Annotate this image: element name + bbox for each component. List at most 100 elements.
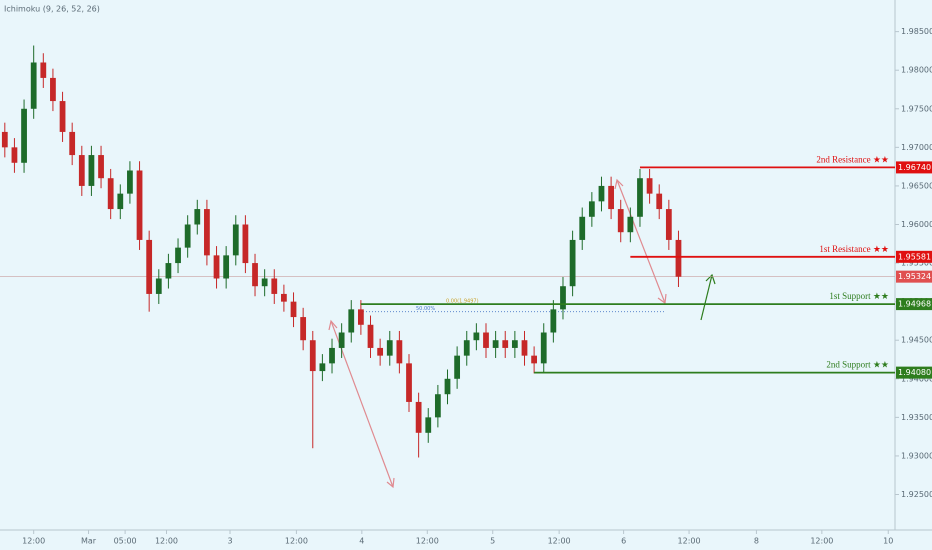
indicator-label: Ichimoku (9, 26, 52, 26) (4, 5, 100, 14)
candle-body (338, 332, 345, 348)
x-tick-label: 05:00 (114, 537, 137, 546)
candle-body (184, 224, 191, 248)
candle-body (261, 278, 268, 287)
candle-body (329, 347, 335, 364)
candle-body (300, 317, 307, 341)
y-tick-label: 1.94000 (901, 374, 932, 383)
current-price-tag (896, 270, 932, 283)
candle-body (232, 224, 239, 256)
candle-body (309, 340, 316, 372)
candle-body (617, 209, 624, 233)
x-tick-label: 12:00 (810, 537, 833, 546)
x-tick-label: 4 (359, 537, 364, 546)
candle-body (627, 216, 634, 233)
candle-body (59, 101, 66, 132)
candle-body (483, 332, 489, 348)
level-price: 1.94968 (898, 300, 931, 309)
candle-body (521, 340, 528, 356)
level-name: 2nd Resistance ★★ (816, 154, 889, 164)
y-tick-label: 1.96500 (901, 181, 932, 190)
candle-body (204, 209, 210, 256)
x-tick-label: 12:00 (548, 537, 571, 546)
x-tick-label: 8 (754, 537, 759, 546)
candle-body (242, 224, 249, 264)
candle-body (454, 355, 461, 379)
projection-arrow (700, 273, 716, 321)
level-tag (896, 161, 932, 174)
level-price: 1.95581 (898, 252, 931, 261)
candle-body (367, 324, 374, 348)
x-tick-label: Mar (81, 537, 97, 546)
candle-body (560, 286, 566, 310)
candle-body (406, 363, 412, 402)
candle-body (155, 278, 162, 294)
candle-body (107, 178, 114, 210)
candle-body (444, 378, 451, 395)
candle-body (502, 340, 509, 348)
candle-body (175, 247, 181, 264)
candle-body (319, 363, 326, 372)
candle-body (646, 178, 653, 194)
x-tick-label: 12:00 (155, 537, 178, 546)
candle-body (588, 201, 595, 217)
candle-body (194, 209, 201, 225)
candle-body (348, 309, 355, 333)
candle-body (98, 155, 104, 179)
y-tick-label: 1.92500 (901, 490, 932, 499)
candle-body (492, 340, 499, 348)
candle-body (252, 263, 258, 287)
candle-body (165, 263, 172, 279)
candle-body (473, 332, 480, 341)
x-tick-label: 3 (227, 537, 232, 546)
level-name: 1st Resistance ★★ (819, 244, 889, 254)
candle-body (213, 255, 220, 279)
y-tick-label: 1.93000 (901, 451, 932, 460)
candle-body (290, 301, 297, 318)
candle-body (50, 77, 56, 102)
y-tick-label: 1.98500 (901, 27, 932, 36)
candle-body (531, 355, 537, 364)
level-price: 1.96740 (898, 163, 931, 172)
candle-body (127, 170, 133, 194)
candle-body (88, 155, 95, 186)
candle-body (386, 340, 393, 356)
y-tick-label: 1.95500 (901, 259, 932, 268)
candle-body (21, 108, 27, 163)
candle-body (598, 185, 605, 202)
level-name: 2nd Support ★★ (826, 360, 889, 370)
candle-body (1, 131, 8, 148)
candle-body (377, 347, 384, 356)
x-tick-label: 6 (621, 537, 626, 546)
candle-body (608, 185, 614, 210)
x-tick-label: 12:00 (678, 537, 701, 546)
y-tick-label: 1.97000 (901, 143, 932, 152)
x-tick-label: 12:00 (416, 537, 439, 546)
candle-body (425, 417, 432, 433)
x-tick-label: 5 (490, 537, 495, 546)
candle-body (511, 340, 518, 348)
candle-body (11, 147, 18, 163)
level-tag (896, 298, 932, 311)
candle-body (78, 155, 85, 186)
level-tag (896, 250, 932, 263)
candle-body (415, 401, 422, 433)
candle-body (223, 255, 230, 279)
candle-body (396, 340, 403, 364)
y-tick-label: 1.94500 (901, 336, 932, 345)
candle-body (358, 309, 364, 325)
candle-body (434, 394, 441, 418)
candle-body (665, 209, 672, 240)
current-price-label: 1.95324 (898, 272, 931, 281)
candle-body (69, 131, 76, 156)
candle-body (30, 62, 37, 109)
candle-body (656, 193, 663, 210)
candle-body (463, 340, 470, 356)
candle-body (40, 62, 47, 78)
candle-body (271, 278, 278, 294)
candle-body (579, 216, 586, 240)
y-tick-label: 1.97500 (901, 104, 932, 113)
x-tick-label: 12:00 (22, 537, 45, 546)
candle-body (550, 309, 557, 333)
fib-label: 50.00% (416, 306, 435, 312)
